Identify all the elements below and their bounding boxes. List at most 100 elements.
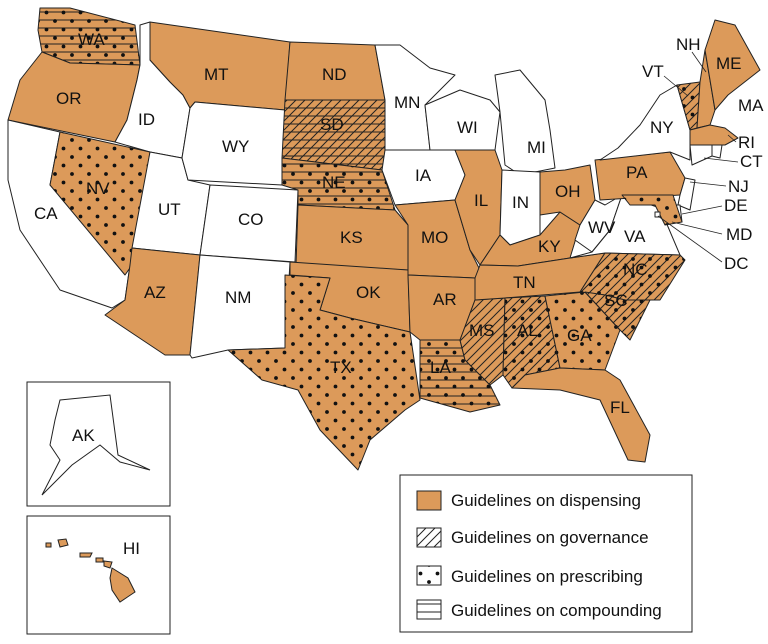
label-AL: AL: [517, 321, 538, 340]
pattern-prescribing-vt: [677, 82, 700, 130]
state-WA: [37, 7, 141, 66]
label-NY: NY: [650, 118, 674, 137]
label-NH: NH: [676, 35, 701, 54]
label-NV: NV: [86, 179, 110, 198]
label-WI: WI: [457, 118, 478, 137]
state-AL: [502, 295, 561, 389]
state-MA: [689, 124, 739, 146]
label-OK: OK: [356, 283, 381, 302]
label-LA: LA: [430, 358, 451, 377]
label-KY: KY: [538, 237, 561, 256]
pattern-prescribing-wa: [38, 8, 140, 65]
label-CA: CA: [34, 204, 58, 223]
label-AZ: AZ: [144, 283, 166, 302]
label-CT: CT: [740, 152, 763, 171]
label-FL: FL: [610, 398, 630, 417]
state-NY: [599, 84, 691, 161]
pattern-prescribing-ne: [282, 158, 395, 210]
label-VT: VT: [642, 62, 664, 81]
label-RI: RI: [738, 133, 755, 152]
pattern-governance-sd: [282, 100, 390, 170]
state-SC: [584, 291, 651, 341]
label-SD: SD: [320, 115, 344, 134]
legend-item-dispensing: Guidelines on dispensing: [416, 490, 641, 511]
label-CO: CO: [238, 210, 264, 229]
state-TX: [227, 274, 421, 471]
state-MI: [494, 69, 556, 176]
label-SC: SC: [604, 291, 628, 310]
legend-label-dispensing: Guidelines on dispensing: [451, 491, 641, 510]
label-ND: ND: [322, 65, 347, 84]
pattern-prescribing-ga: [545, 292, 620, 370]
label-MI: MI: [527, 138, 546, 157]
state-NV: [49, 131, 151, 276]
state-WI: [424, 89, 501, 151]
label-IN: IN: [512, 193, 529, 212]
label-MS: MS: [469, 321, 495, 340]
state-SD: [281, 99, 391, 171]
pattern-prescribing-la: [420, 340, 500, 412]
label-ME: ME: [716, 54, 742, 73]
pattern-prescribing-tx: [228, 275, 420, 470]
pattern-prescribing-nv: [50, 132, 150, 275]
state-FL: [511, 367, 651, 463]
label-MA: MA: [738, 96, 764, 115]
state-DC: [654, 211, 661, 218]
label-HI: HI: [123, 539, 140, 558]
label-AK: AK: [72, 426, 95, 445]
state-NC: [579, 252, 686, 301]
legend: Guidelines on dispensing Guidelines on g…: [399, 474, 693, 633]
label-WA: WA: [78, 30, 105, 49]
state-CT: [689, 144, 713, 166]
label-VA: VA: [624, 227, 646, 246]
label-GA: GA: [567, 326, 592, 345]
label-OH: OH: [555, 182, 581, 201]
state-NJ: [677, 177, 696, 211]
label-DE: DE: [724, 196, 748, 215]
pattern-prescribing-md: [622, 195, 682, 225]
label-ID: ID: [138, 110, 155, 129]
label-IA: IA: [415, 166, 432, 185]
legend-label-governance: Guidelines on governance: [451, 528, 649, 547]
label-MN: MN: [394, 93, 420, 112]
label-TX: TX: [330, 358, 352, 377]
state-MD: [621, 194, 683, 226]
legend-item-compounding: Guidelines on compounding: [416, 599, 662, 620]
label-UT: UT: [158, 200, 181, 219]
hawaii-inset: [26, 515, 171, 635]
label-AR: AR: [433, 290, 457, 309]
label-NC: NC: [623, 260, 648, 279]
label-IL: IL: [474, 191, 488, 210]
label-NJ: NJ: [728, 177, 749, 196]
label-MD: MD: [726, 225, 752, 244]
label-KS: KS: [340, 228, 363, 247]
state-GA: [544, 291, 621, 371]
state-ME: [704, 19, 761, 111]
state-RI: [711, 144, 723, 159]
state-LA: [419, 339, 501, 413]
state-NH: [696, 49, 716, 129]
label-TN: TN: [513, 273, 536, 292]
pattern-prescribing-al: [503, 296, 560, 388]
label-WY: WY: [222, 137, 249, 156]
label-NE: NE: [322, 173, 346, 192]
leader-lines: [657, 51, 739, 263]
label-NM: NM: [225, 288, 251, 307]
legend-item-governance: Guidelines on governance: [416, 527, 649, 548]
pattern-prescribing-sc: [585, 292, 650, 340]
legend-label-prescribing: Guidelines on prescribing: [451, 567, 643, 586]
pattern-prescribing-nc: [580, 253, 685, 300]
state-NE: [281, 157, 396, 211]
legend-box: [399, 474, 693, 633]
label-MO: MO: [421, 228, 448, 247]
legend-label-compounding: Guidelines on compounding: [451, 601, 662, 620]
alaska-inset: [26, 381, 171, 507]
state-VT: [676, 81, 701, 131]
pattern-governance-ms: [460, 298, 505, 385]
label-MT: MT: [204, 65, 229, 84]
label-DC: DC: [724, 254, 749, 273]
label-WV: WV: [588, 218, 616, 237]
label-PA: PA: [626, 163, 648, 182]
label-OR: OR: [56, 89, 82, 108]
